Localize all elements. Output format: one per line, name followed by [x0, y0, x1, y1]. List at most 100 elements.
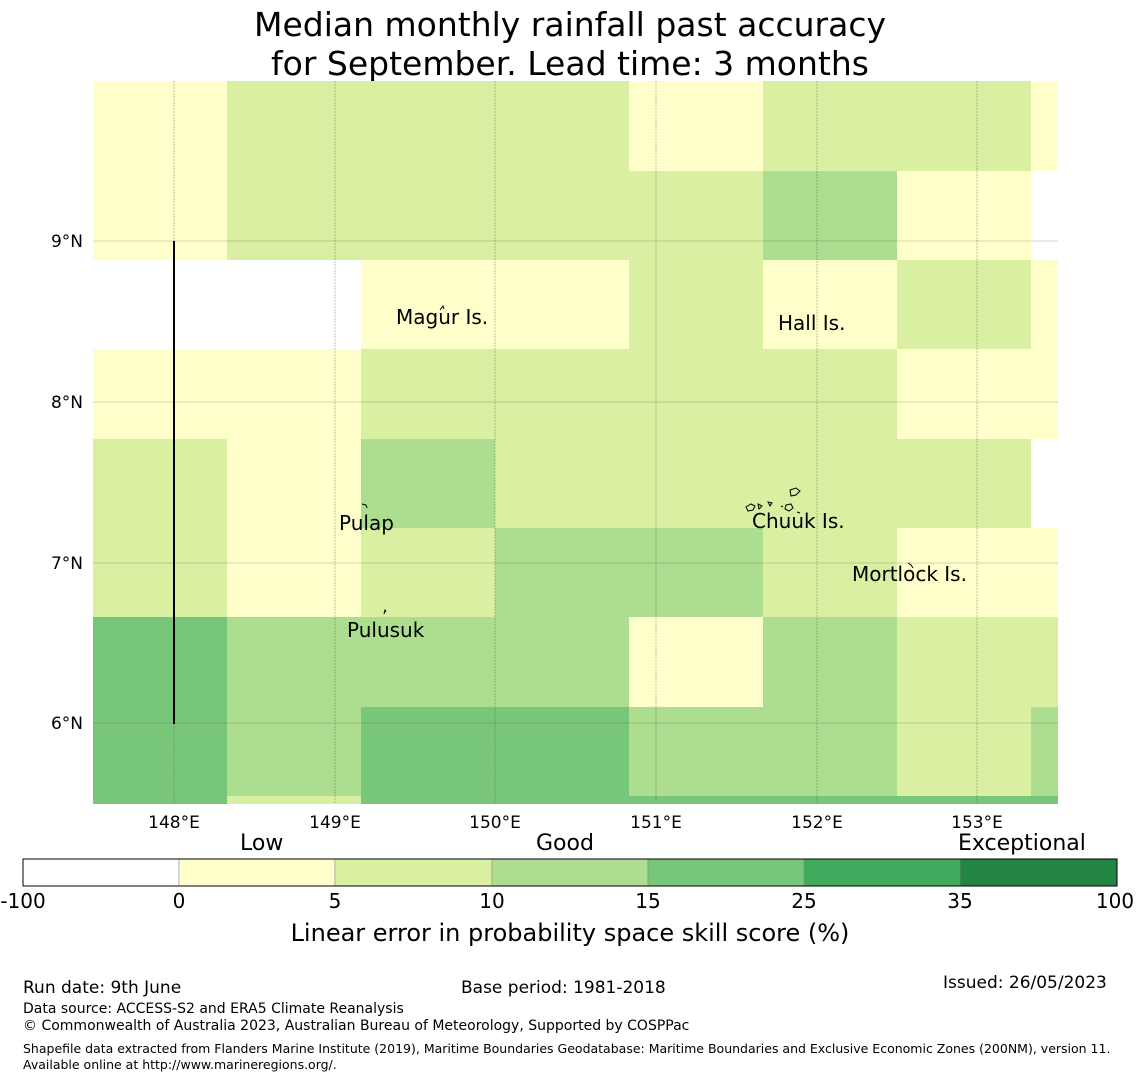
island-outlines — [361, 304, 914, 615]
latitude-tick-label: 6°N — [51, 714, 83, 734]
skill-cell — [897, 260, 1031, 349]
skill-cell — [361, 260, 495, 349]
colorbar-frame — [22, 858, 1118, 887]
colorbar-segment — [178, 858, 336, 887]
chart-title-line-1: Median monthly rainfall past accuracy — [253, 5, 887, 44]
issued-date: Issued: 26/05/2023 — [943, 973, 1107, 993]
category-good-label: Good — [536, 831, 594, 856]
colorbar-axis-label: Linear error in probability space skill … — [290, 919, 850, 947]
skill-cell — [1031, 439, 1058, 528]
longitude-tick-label: 152°E — [791, 813, 843, 833]
skill-cell — [495, 349, 629, 439]
skill-cell — [1031, 260, 1058, 349]
skill-cell — [629, 349, 763, 439]
skill-cell — [495, 528, 629, 617]
skill-cell — [763, 439, 897, 528]
colorbar-tick: 100 — [1095, 889, 1135, 913]
skill-cell — [227, 439, 361, 528]
skill-cell — [629, 528, 763, 617]
skill-cell — [227, 528, 361, 617]
skill-cell — [897, 707, 1031, 796]
colorbar-tick: 0 — [172, 889, 186, 913]
latitude-tick-label: 7°N — [51, 554, 83, 574]
chuuk-islands-outline — [745, 487, 801, 514]
latitude-tick-label: 9°N — [51, 232, 83, 252]
skill-cell — [1031, 707, 1058, 796]
skill-grid — [93, 81, 1058, 804]
data-source: Data source: ACCESS-S2 and ERA5 Climate … — [23, 1001, 404, 1017]
category-exceptional-label: Exceptional — [958, 831, 1086, 856]
longitude-tick-label: 150°E — [469, 813, 521, 833]
skill-cell — [897, 349, 1031, 439]
skill-cell — [897, 617, 1031, 707]
skill-cell — [93, 796, 227, 804]
colorbar-segment — [647, 858, 805, 887]
skill-cell — [897, 528, 1031, 617]
skill-cell — [93, 617, 227, 707]
skill-cell — [763, 349, 897, 439]
skill-cell — [495, 171, 629, 260]
skill-cell — [1031, 617, 1058, 707]
skill-cell — [629, 439, 763, 528]
skill-cell — [361, 349, 495, 439]
place-label: Magur Is. — [396, 305, 488, 329]
skill-cell — [361, 796, 495, 804]
skill-cell — [93, 171, 227, 260]
skill-cell — [227, 707, 361, 796]
colorbar-tick: 10 — [479, 889, 505, 913]
colorbar-tick: -100 — [0, 889, 46, 913]
skill-cell — [763, 81, 897, 171]
colorbar — [22, 858, 1118, 887]
skill-cell — [361, 528, 495, 617]
skill-cell — [361, 81, 495, 171]
skill-cell — [629, 707, 763, 796]
skill-cell — [763, 260, 897, 349]
place-label: Mortlock Is. — [852, 562, 967, 586]
chart-title-line-2: for September. Lead time: 3 months — [271, 44, 869, 83]
skill-cell — [361, 439, 495, 528]
longitude-tick-label: 153°E — [951, 813, 1003, 833]
place-label: Hall Is. — [778, 311, 845, 335]
skill-cell — [763, 171, 897, 260]
skill-cell — [227, 349, 361, 439]
skill-cell — [93, 528, 227, 617]
skill-cell — [361, 617, 495, 707]
skill-cell — [629, 81, 763, 171]
skill-cell — [629, 171, 763, 260]
skill-cell — [897, 171, 1031, 260]
place-label: Pulap — [339, 511, 394, 535]
skill-cell — [495, 617, 629, 707]
skill-cell — [1031, 171, 1058, 260]
skill-cell — [227, 260, 361, 349]
colorbar-segment — [22, 858, 180, 887]
skill-cell — [629, 260, 763, 349]
skill-cell — [227, 171, 361, 260]
skill-cell — [495, 707, 629, 796]
colorbar-tick: 5 — [328, 889, 342, 913]
mortlock-island-outline — [907, 562, 914, 569]
skill-cell — [227, 796, 361, 804]
colorbar-tick: 25 — [791, 889, 817, 913]
skill-cell — [227, 81, 361, 171]
copyright-notice: © Commonwealth of Australia 2023, Austra… — [23, 1018, 690, 1034]
run-date: Run date: 9th June — [23, 978, 182, 998]
skill-cell — [763, 707, 897, 796]
skill-cell — [495, 439, 629, 528]
pulusuk-island-outline — [383, 608, 387, 615]
skill-cell — [763, 528, 897, 617]
skill-cell — [361, 171, 495, 260]
skill-cell — [897, 81, 1031, 171]
place-label: Pulusuk — [347, 618, 425, 642]
skill-cell — [495, 260, 629, 349]
pulap-island-outline — [361, 503, 368, 509]
skill-cell — [763, 617, 897, 707]
skill-cell — [1031, 349, 1058, 439]
skill-cell — [1031, 796, 1058, 804]
skill-cell — [495, 796, 629, 804]
category-low-label: Low — [240, 831, 284, 856]
skill-cell — [897, 439, 1031, 528]
shapefile-credit: Shapefile data extracted from Flanders M… — [23, 1041, 1111, 1072]
magur-island-outline — [439, 304, 445, 311]
colorbar-segment — [959, 858, 1118, 887]
